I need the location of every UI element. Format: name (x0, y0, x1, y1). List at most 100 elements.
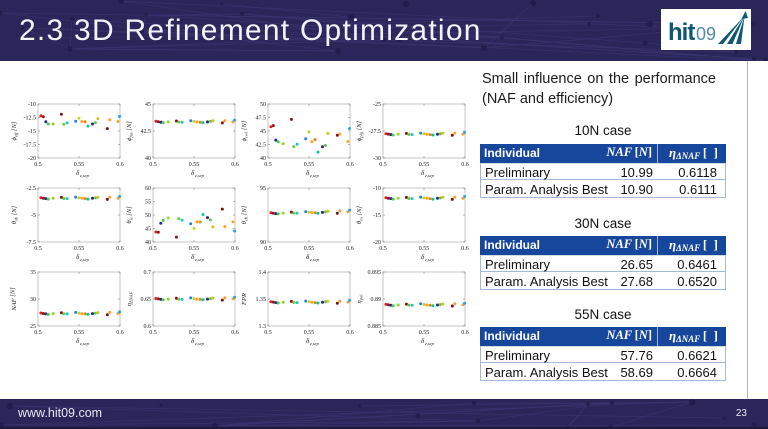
svg-text:0.55: 0.55 (304, 330, 315, 336)
svg-text:z,sep: z,sep (309, 173, 320, 179)
svg-text:ϕeff [N]: ϕeff [N] (11, 121, 19, 140)
svg-text:0.5: 0.5 (264, 330, 272, 336)
svg-text:45: 45 (145, 102, 151, 108)
svg-text:θes [N]: θes [N] (356, 206, 364, 224)
svg-text:0.55: 0.55 (419, 162, 430, 168)
svg-text:0.55: 0.55 (74, 330, 85, 336)
svg-text:50: 50 (145, 213, 151, 219)
svg-text:0.885: 0.885 (368, 324, 382, 330)
svg-text:0.6: 0.6 (231, 246, 239, 252)
svg-text:z,sep: z,sep (79, 341, 90, 347)
svg-text:δ: δ (306, 169, 310, 177)
svg-text:z,sep: z,sep (424, 257, 435, 263)
svg-text:-20: -20 (28, 156, 36, 162)
svg-text:0.6: 0.6 (461, 330, 469, 336)
svg-text:30: 30 (30, 297, 36, 303)
svg-text:0.55: 0.55 (74, 246, 85, 252)
svg-text:z,sep: z,sep (79, 257, 90, 263)
svg-text:δ: δ (191, 253, 195, 261)
svg-text:0.55: 0.55 (304, 162, 315, 168)
svg-text:0.5: 0.5 (149, 330, 157, 336)
svg-text:40: 40 (260, 156, 266, 162)
svg-text:0.6: 0.6 (231, 330, 239, 336)
svg-text:0.5: 0.5 (264, 162, 272, 168)
svg-text:0.55: 0.55 (304, 246, 315, 252)
svg-text:-5: -5 (31, 213, 36, 219)
svg-text:δ: δ (76, 169, 80, 177)
svg-text:40: 40 (145, 240, 151, 246)
svg-text:0.5: 0.5 (34, 330, 42, 336)
svg-text:0.55: 0.55 (189, 246, 200, 252)
svg-text:95: 95 (260, 186, 266, 192)
svg-text:0.6: 0.6 (231, 162, 239, 168)
svg-text:1.35: 1.35 (256, 297, 267, 303)
svg-text:0.5: 0.5 (149, 246, 157, 252)
svg-text:-12.5: -12.5 (24, 116, 37, 122)
svg-text:0.6: 0.6 (116, 162, 124, 168)
svg-text:δ: δ (421, 253, 425, 261)
svg-text:-2.5: -2.5 (27, 186, 37, 192)
svg-text:0.55: 0.55 (419, 330, 430, 336)
svg-text:-30: -30 (373, 156, 381, 162)
svg-text:θch [N]: θch [N] (241, 205, 249, 224)
svg-text:42.5: 42.5 (256, 143, 267, 149)
svg-text:0.5: 0.5 (264, 246, 272, 252)
svg-text:1.3: 1.3 (259, 324, 267, 330)
svg-text:0.895: 0.895 (368, 270, 382, 276)
svg-text:-10: -10 (28, 102, 36, 108)
svg-text:0.6: 0.6 (346, 162, 354, 168)
svg-text:z,sep: z,sep (309, 341, 320, 347)
svg-text:42.5: 42.5 (141, 129, 152, 135)
svg-text:50: 50 (260, 102, 266, 108)
svg-text:25: 25 (30, 324, 36, 330)
svg-text:0.6: 0.6 (116, 246, 124, 252)
svg-text:0.55: 0.55 (419, 246, 430, 252)
svg-text:40: 40 (145, 156, 151, 162)
svg-text:FPR: FPR (241, 293, 248, 306)
svg-text:0.5: 0.5 (34, 246, 42, 252)
svg-text:0.5: 0.5 (379, 330, 387, 336)
svg-text:0.6: 0.6 (461, 162, 469, 168)
svg-text:z,sep: z,sep (424, 341, 435, 347)
svg-text:ϕfus [N]: ϕfus [N] (126, 121, 134, 141)
svg-text:-25: -25 (373, 102, 381, 108)
svg-text:-20: -20 (373, 240, 381, 246)
svg-text:0.65: 0.65 (141, 297, 152, 303)
svg-text:z,sep: z,sep (194, 341, 205, 347)
svg-text:90: 90 (260, 240, 266, 246)
svg-text:45: 45 (260, 129, 266, 135)
svg-text:0.55: 0.55 (74, 162, 85, 168)
svg-text:hit: hit (668, 19, 695, 46)
svg-text:z,sep: z,sep (309, 257, 320, 263)
svg-text:0.7: 0.7 (144, 270, 152, 276)
svg-text:47.5: 47.5 (256, 116, 267, 122)
svg-text:0.6: 0.6 (116, 330, 124, 336)
svg-text:-27.5: -27.5 (369, 129, 382, 135)
svg-text:0.6: 0.6 (461, 246, 469, 252)
svg-text:δ: δ (76, 253, 80, 261)
svg-text:55: 55 (145, 200, 151, 206)
svg-text:δ: δ (421, 337, 425, 345)
svg-text:45: 45 (145, 227, 151, 233)
svg-text:z,sep: z,sep (79, 173, 90, 179)
svg-text:z,sep: z,sep (424, 173, 435, 179)
svg-text:0.6: 0.6 (346, 246, 354, 252)
svg-text:1.4: 1.4 (259, 270, 267, 276)
svg-text:09: 09 (696, 24, 716, 44)
svg-text:θsh [N]: θsh [N] (11, 205, 19, 224)
svg-text:θis [N]: θis [N] (126, 206, 134, 224)
svg-text:0.89: 0.89 (371, 297, 382, 303)
svg-text:60: 60 (145, 186, 151, 192)
svg-text:-15: -15 (373, 213, 381, 219)
svg-text:δ: δ (306, 253, 310, 261)
svg-text:δ: δ (191, 169, 195, 177)
svg-text:ηΔNAF: ηΔNAF (126, 292, 134, 307)
svg-text:0.55: 0.55 (189, 162, 200, 168)
svg-text:δ: δ (76, 337, 80, 345)
svg-text:-15: -15 (28, 129, 36, 135)
svg-text:0.55: 0.55 (189, 330, 200, 336)
svg-text:δ: δ (421, 169, 425, 177)
svg-text:-17.5: -17.5 (24, 143, 37, 149)
svg-text:δ: δ (306, 337, 310, 345)
svg-text:35: 35 (30, 270, 36, 276)
